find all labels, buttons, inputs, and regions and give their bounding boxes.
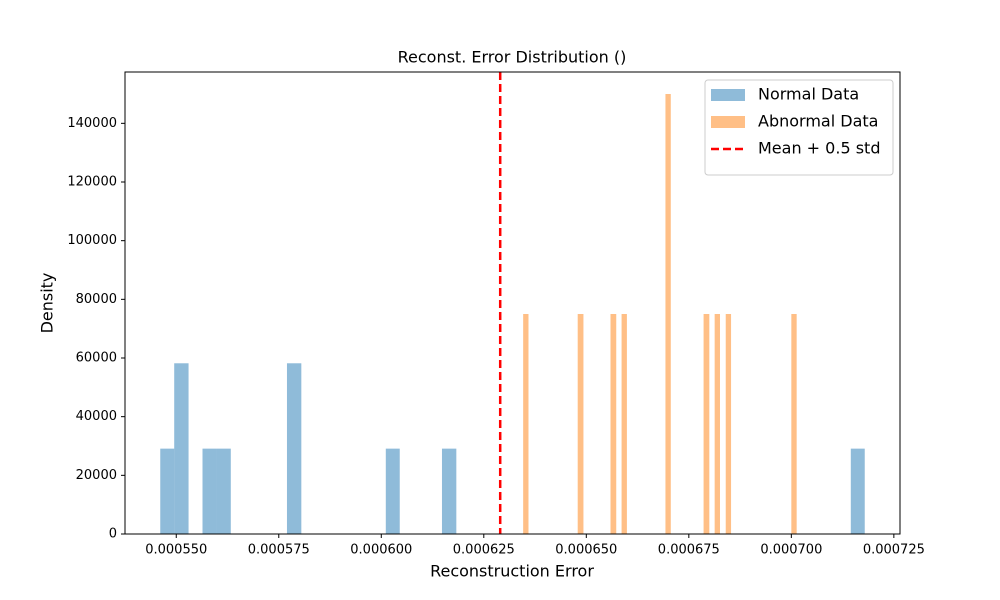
legend-label: Abnormal Data <box>758 112 878 131</box>
legend-swatch <box>711 116 745 128</box>
x-tick-label: 0.000600 <box>350 543 412 558</box>
y-tick-label: 60000 <box>76 351 117 366</box>
histogram-bar <box>160 448 175 534</box>
histogram-bar <box>621 314 627 534</box>
legend-swatch <box>711 89 745 101</box>
histogram-bar <box>791 314 797 534</box>
y-axis-label: Density <box>38 273 57 334</box>
y-tick-label: 140000 <box>67 116 117 131</box>
histogram-bar <box>286 363 302 534</box>
histogram-bar <box>703 314 710 534</box>
histogram-bar <box>714 314 720 534</box>
x-tick-label: 0.000575 <box>248 543 310 558</box>
histogram-bar <box>610 314 617 534</box>
histogram-bar <box>216 448 231 534</box>
plot-frame <box>124 71 901 535</box>
y-tick-label: 0 <box>109 527 117 542</box>
histogram-bar <box>850 448 865 534</box>
x-tick-label: 0.000625 <box>453 543 515 558</box>
histogram-bar <box>725 314 732 534</box>
y-tick-label: 120000 <box>67 175 117 190</box>
x-axis-label: Reconstruction Error <box>430 562 594 581</box>
histogram-bar <box>577 314 584 534</box>
legend-box <box>704 79 894 176</box>
histogram-bar <box>523 314 529 534</box>
histogram-bar <box>385 448 400 534</box>
x-tick-label: 0.000550 <box>145 543 207 558</box>
y-tick-label: 20000 <box>76 468 117 483</box>
histogram-bar <box>441 448 457 534</box>
chart-title: Reconst. Error Distribution () <box>398 48 627 67</box>
y-tick-label: 80000 <box>76 292 117 307</box>
x-tick-label: 0.000675 <box>658 543 720 558</box>
histogram-bar <box>665 94 671 534</box>
x-tick-label: 0.000725 <box>863 543 925 558</box>
legend-label: Normal Data <box>758 85 859 104</box>
legend-label: Mean + 0.5 std <box>758 139 880 158</box>
x-tick-label: 0.000650 <box>555 543 617 558</box>
histogram-bar <box>202 448 217 534</box>
histogram-bar <box>174 363 189 534</box>
y-tick-label: 100000 <box>67 233 117 248</box>
y-tick-label: 40000 <box>76 409 117 424</box>
x-tick-label: 0.000700 <box>760 543 822 558</box>
